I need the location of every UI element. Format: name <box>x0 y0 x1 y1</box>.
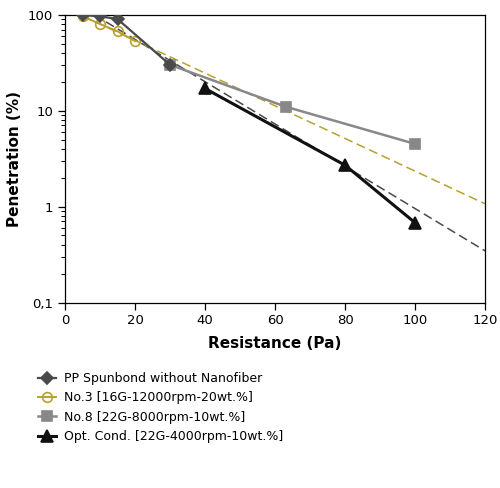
Line: PP Spunbond without Nanofiber: PP Spunbond without Nanofiber <box>78 11 174 69</box>
Legend: PP Spunbond without Nanofiber, No.3 [16G-12000rpm-20wt.%], No.8 [22G-8000rpm-10w: PP Spunbond without Nanofiber, No.3 [16G… <box>38 372 283 443</box>
Y-axis label: Penetration (%): Penetration (%) <box>8 91 22 226</box>
Opt. Cond. [22G-4000rpm-10wt.%] <box>412 220 418 225</box>
No.3 [16G-12000rpm-20wt.%] <box>132 38 138 44</box>
Line: Opt. Cond. [22G-4000rpm-10wt.%]: Opt. Cond. [22G-4000rpm-10wt.%] <box>200 83 420 228</box>
PP Spunbond without Nanofiber <box>114 16 120 22</box>
Line: No.3 [16G-12000rpm-20wt.%]: No.3 [16G-12000rpm-20wt.%] <box>78 12 140 46</box>
No.3 [16G-12000rpm-20wt.%] <box>80 13 86 19</box>
PP Spunbond without Nanofiber <box>97 13 103 19</box>
Opt. Cond. [22G-4000rpm-10wt.%] <box>342 162 348 168</box>
No.8 [22G-8000rpm-10wt.%] <box>412 141 418 147</box>
Line: No.8 [22G-8000rpm-10wt.%]: No.8 [22G-8000rpm-10wt.%] <box>165 60 420 149</box>
No.8 [22G-8000rpm-10wt.%] <box>282 104 288 110</box>
No.8 [22G-8000rpm-10wt.%] <box>167 62 173 68</box>
No.3 [16G-12000rpm-20wt.%] <box>97 21 103 27</box>
PP Spunbond without Nanofiber <box>167 62 173 68</box>
X-axis label: Resistance (Pa): Resistance (Pa) <box>208 336 342 351</box>
Opt. Cond. [22G-4000rpm-10wt.%] <box>202 85 208 91</box>
PP Spunbond without Nanofiber <box>80 12 86 18</box>
No.3 [16G-12000rpm-20wt.%] <box>114 28 120 34</box>
